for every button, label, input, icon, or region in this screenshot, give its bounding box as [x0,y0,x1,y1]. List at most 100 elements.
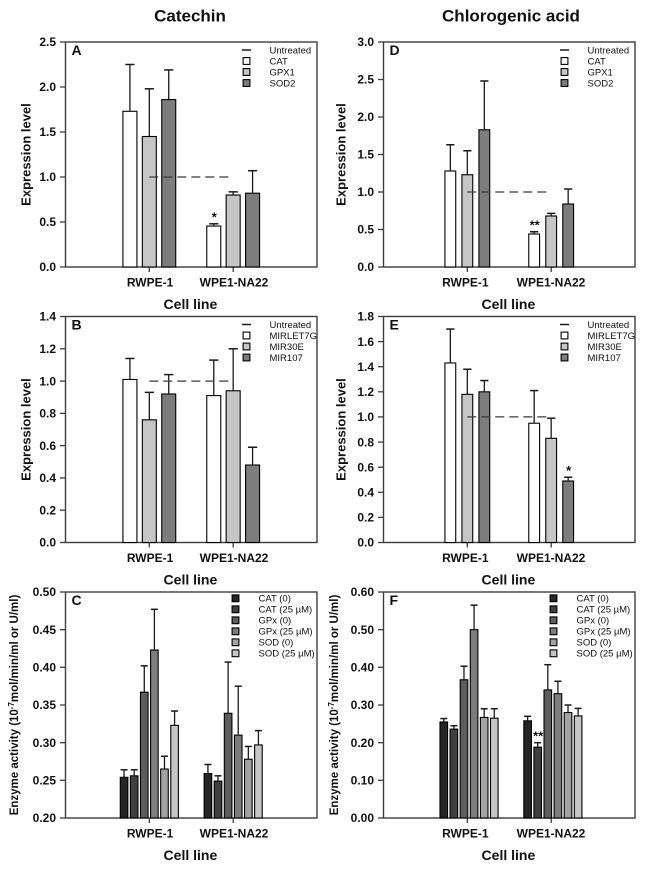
svg-text:Enzyme activity (10-7mol/min/m: Enzyme activity (10-7mol/min/ml or U/ml) [327,595,341,816]
svg-text:GPx (25 µM): GPx (25 µM) [259,627,313,638]
svg-text:CAT (0): CAT (0) [259,594,291,605]
svg-text:MIRLET7G: MIRLET7G [588,331,636,342]
svg-text:Untreated: Untreated [270,45,312,56]
svg-text:RWPE-1: RWPE-1 [127,275,174,289]
svg-text:2.0: 2.0 [357,110,374,124]
svg-text:0.2: 0.2 [39,503,56,517]
svg-text:GPX1: GPX1 [270,67,295,78]
svg-text:1.5: 1.5 [39,125,56,139]
svg-text:GPx (0): GPx (0) [577,616,610,627]
svg-text:1.2: 1.2 [357,385,374,399]
svg-text:0.6: 0.6 [39,439,56,453]
svg-text:MIR107: MIR107 [270,353,303,364]
svg-text:2.5: 2.5 [39,35,56,49]
svg-text:Cell line: Cell line [482,571,536,587]
svg-text:0.5: 0.5 [39,215,56,229]
svg-text:Expression level: Expression level [19,103,34,206]
svg-text:2.0: 2.0 [39,80,56,94]
svg-text:WPE1-NA22: WPE1-NA22 [200,275,269,289]
svg-text:Expression level: Expression level [334,378,349,481]
svg-text:SOD (0): SOD (0) [259,638,294,649]
svg-text:WPE1-NA22: WPE1-NA22 [200,551,269,565]
svg-text:0.40: 0.40 [33,661,57,675]
svg-text:0.35: 0.35 [33,698,57,712]
svg-text:SOD2: SOD2 [270,78,296,89]
svg-text:Catechin: Catechin [154,6,226,25]
svg-text:0.0: 0.0 [357,536,374,550]
svg-text:0.20: 0.20 [351,736,375,750]
svg-text:0.50: 0.50 [33,585,57,599]
svg-text:1.6: 1.6 [357,335,374,349]
svg-text:**: ** [530,218,541,233]
svg-text:SOD (25 µM): SOD (25 µM) [577,649,633,660]
svg-text:Cell line: Cell line [482,296,536,312]
svg-text:0.6: 0.6 [357,460,374,474]
svg-text:0.0: 0.0 [39,536,56,550]
svg-text:SOD (0): SOD (0) [577,638,612,649]
svg-text:1.0: 1.0 [39,170,56,184]
svg-text:SOD (25 µM): SOD (25 µM) [259,649,315,660]
svg-text:Cell line: Cell line [164,847,218,863]
svg-text:MIRLET7G: MIRLET7G [270,331,318,342]
svg-text:0.0: 0.0 [39,260,56,274]
svg-text:**: ** [533,729,544,744]
svg-text:RWPE-1: RWPE-1 [442,275,489,289]
svg-text:0.20: 0.20 [33,811,57,825]
svg-text:0.50: 0.50 [351,623,375,637]
svg-text:GPx (25 µM): GPx (25 µM) [577,627,631,638]
svg-text:1.4: 1.4 [39,310,56,324]
svg-text:2.5: 2.5 [357,73,374,87]
svg-text:Chlorogenic acid: Chlorogenic acid [442,6,580,25]
svg-text:1.2: 1.2 [39,342,56,356]
svg-text:RWPE-1: RWPE-1 [442,826,489,840]
svg-text:RWPE-1: RWPE-1 [442,551,489,565]
svg-text:Cell line: Cell line [164,296,218,312]
svg-text:C: C [72,592,82,608]
svg-text:WPE1-NA22: WPE1-NA22 [517,275,586,289]
svg-text:CAT: CAT [270,56,288,67]
svg-text:0.2: 0.2 [357,511,374,525]
svg-text:Enzyme activity (10-7mol/min/m: Enzyme activity (10-7mol/min/ml or U/ml) [7,595,21,816]
svg-text:MIR107: MIR107 [588,353,621,364]
svg-text:CAT (25 µM): CAT (25 µM) [259,605,313,616]
svg-text:Untreated: Untreated [588,45,630,56]
svg-text:Expression level: Expression level [19,378,34,481]
svg-text:*: * [566,463,572,478]
svg-text:B: B [72,317,82,333]
svg-text:3.0: 3.0 [357,35,374,49]
svg-text:CAT (0): CAT (0) [577,594,609,605]
svg-text:CAT: CAT [588,56,606,67]
svg-text:0.30: 0.30 [33,736,57,750]
svg-text:Cell line: Cell line [482,847,536,863]
svg-text:0.5: 0.5 [357,223,374,237]
svg-text:MIR30E: MIR30E [588,342,622,353]
svg-text:WPE1-NA22: WPE1-NA22 [200,826,269,840]
svg-text:1.8: 1.8 [357,310,374,324]
svg-text:0.8: 0.8 [357,435,374,449]
svg-text:0.8: 0.8 [39,407,56,421]
svg-text:0.00: 0.00 [351,811,375,825]
svg-text:WPE1-NA22: WPE1-NA22 [517,551,586,565]
svg-text:0.45: 0.45 [33,623,57,637]
svg-text:0.60: 0.60 [351,585,375,599]
svg-text:SOD2: SOD2 [588,78,614,89]
svg-text:0.40: 0.40 [351,661,375,675]
svg-text:0.25: 0.25 [33,774,57,788]
svg-text:1.0: 1.0 [357,410,374,424]
svg-text:0.4: 0.4 [39,471,56,485]
svg-text:RWPE-1: RWPE-1 [127,826,174,840]
svg-text:MIR30E: MIR30E [270,342,304,353]
svg-text:0.30: 0.30 [351,698,375,712]
svg-text:F: F [390,592,399,608]
svg-text:Untreated: Untreated [588,320,630,331]
svg-text:RWPE-1: RWPE-1 [127,551,174,565]
svg-text:*: * [212,210,218,225]
svg-text:WPE1-NA22: WPE1-NA22 [517,826,586,840]
svg-text:1.0: 1.0 [357,185,374,199]
svg-text:0.4: 0.4 [357,486,374,500]
svg-text:D: D [390,42,400,58]
svg-text:GPX1: GPX1 [588,67,613,78]
svg-text:CAT (25 µM): CAT (25 µM) [577,605,631,616]
svg-text:E: E [390,317,399,333]
svg-text:0.10: 0.10 [351,774,375,788]
